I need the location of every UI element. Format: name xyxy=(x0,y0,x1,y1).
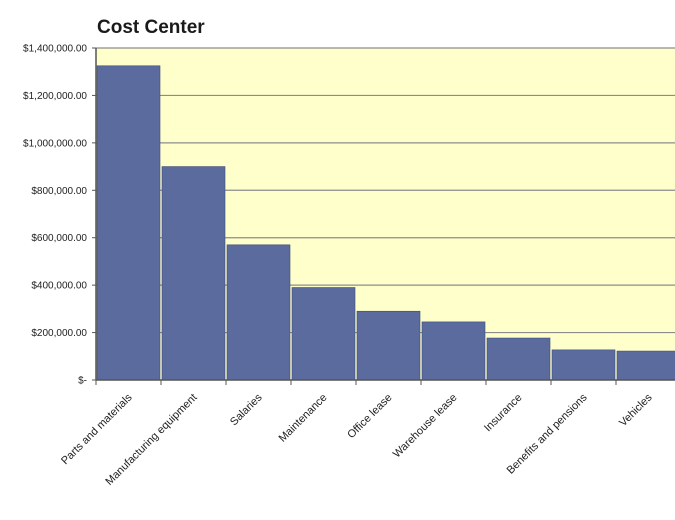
y-tick-label: $1,400,000.00 xyxy=(23,44,87,55)
x-tick-label: Maintenance xyxy=(277,392,330,445)
y-tick-label: $200,000.00 xyxy=(31,328,87,339)
y-tick-label: $800,000.00 xyxy=(31,186,87,197)
y-tick-label: $1,200,000.00 xyxy=(23,91,87,102)
chart-title: Cost Center xyxy=(97,17,205,38)
bar-maintenance xyxy=(291,287,356,381)
bar-vehicles xyxy=(616,350,675,381)
bar-salaries xyxy=(226,244,291,381)
y-tick-label: $- xyxy=(78,376,87,387)
y-tick-label: $1,000,000.00 xyxy=(23,138,87,149)
x-tick-label: Insurance xyxy=(482,392,525,435)
y-tick-label: $600,000.00 xyxy=(31,233,87,244)
bar-manufacturing-equipment xyxy=(161,166,226,381)
bar-warehouse-lease xyxy=(421,321,486,381)
bar-office-lease xyxy=(356,310,421,381)
x-tick-label: Vehicles xyxy=(617,391,655,429)
bar-insurance xyxy=(486,337,551,381)
x-tick-label: Salaries xyxy=(228,391,265,428)
bar-benefits-and-pensions xyxy=(551,349,616,381)
bar-parts-and-materials xyxy=(96,65,161,381)
x-tick-label: Parts and materials xyxy=(59,391,135,467)
x-tick-label: Warehouse lease xyxy=(391,392,460,461)
y-tick-label: $400,000.00 xyxy=(31,281,87,292)
x-tick-label: Office lease xyxy=(345,392,394,441)
